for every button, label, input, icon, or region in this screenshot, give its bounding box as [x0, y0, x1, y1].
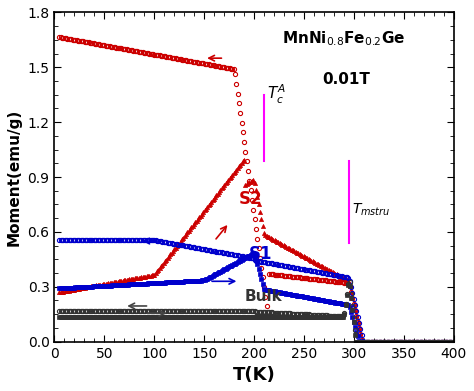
Text: $T_{mstru}$: $T_{mstru}$	[352, 202, 391, 218]
Text: 0.01T: 0.01T	[322, 72, 370, 87]
Text: $T_c^A$: $T_c^A$	[267, 83, 286, 106]
Text: S2: S2	[239, 190, 263, 208]
Text: MnNi$_{0.8}$Fe$_{0.2}$Ge: MnNi$_{0.8}$Fe$_{0.2}$Ge	[282, 29, 405, 48]
X-axis label: T(K): T(K)	[233, 366, 275, 384]
Text: S1: S1	[249, 245, 273, 264]
Text: Bulk: Bulk	[244, 289, 282, 305]
Y-axis label: Moment(emu/g): Moment(emu/g)	[7, 108, 22, 246]
